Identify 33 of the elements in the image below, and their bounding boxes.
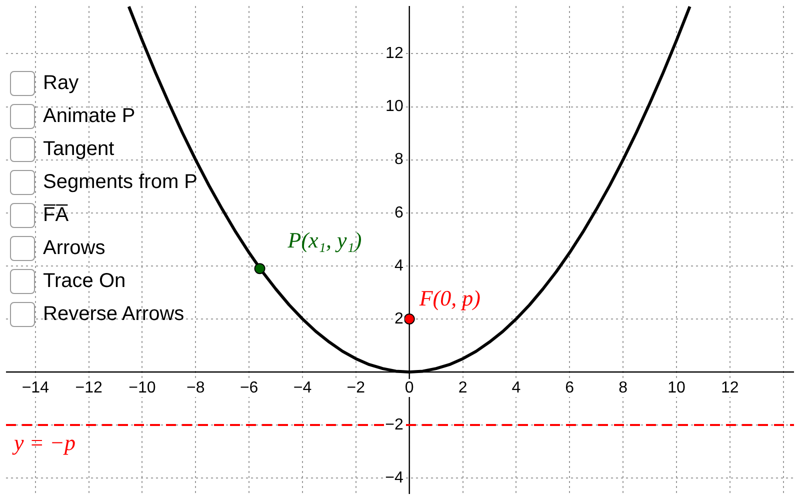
annotation: Trace On (43, 270, 126, 293)
x-tick-label: 6 (565, 379, 574, 396)
x-tick-label: 12 (720, 379, 739, 396)
y-tick-label: −4 (385, 469, 404, 486)
y-tick-label: 6 (394, 204, 404, 222)
x-tick-label: −4 (293, 379, 312, 396)
y-tick-label: 2 (394, 310, 404, 328)
annotation: F(0, p) (418, 286, 480, 311)
annotation: Animate P (43, 105, 136, 128)
annotation: Tangent (43, 138, 114, 161)
x-tick-label: 4 (512, 379, 521, 396)
ref-line-label: y = −p (12, 430, 76, 455)
x-tick-label: 0 (404, 379, 414, 396)
annotation: Segments from P (43, 171, 198, 194)
x-tick-label: −12 (75, 379, 102, 396)
x-tick-label: −14 (22, 379, 50, 396)
y-tick-label: 12 (386, 45, 404, 62)
annotation: F̅A̅ (43, 204, 69, 227)
x-tick-label: 2 (458, 379, 468, 396)
annotation: P(x₁, y₁) (286, 227, 362, 252)
annotation: Arrows (43, 237, 106, 260)
x-tick-label: 10 (668, 379, 686, 396)
annotation: Ray (43, 72, 79, 95)
x-tick-label: −2 (346, 379, 366, 396)
x-tick-label: 8 (618, 379, 628, 396)
x-tick-label: −10 (128, 379, 156, 396)
annotation: Reverse Arrows (43, 303, 184, 326)
y-tick-label: 10 (386, 98, 404, 116)
y-tick-label: 4 (394, 257, 404, 274)
x-tick-label: −6 (240, 379, 258, 396)
y-tick-label: −2 (385, 416, 404, 434)
y-tick-label: 8 (394, 151, 404, 168)
x-tick-label: −8 (186, 379, 205, 396)
